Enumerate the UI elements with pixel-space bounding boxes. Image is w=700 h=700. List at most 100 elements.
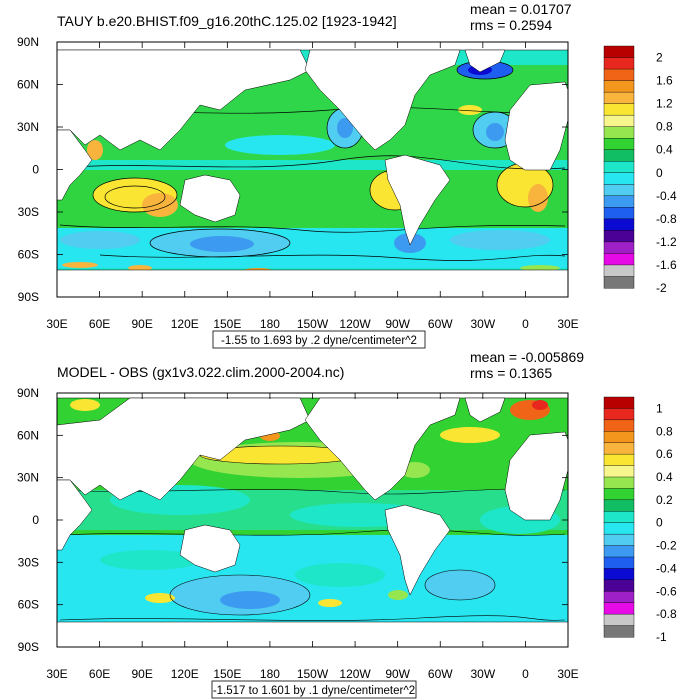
colorbar-swatch <box>603 522 635 535</box>
y-tick-label: 60N <box>17 78 39 92</box>
y-tick-label: 60S <box>18 248 39 262</box>
colorbar-label: 0.8 <box>656 120 673 134</box>
colorbar-swatch <box>603 556 635 569</box>
colorbar-label: -0.2 <box>656 539 677 553</box>
colorbar-swatch <box>603 591 635 604</box>
colorbar-swatch <box>603 499 635 512</box>
colorbar-label: 0 <box>656 516 663 530</box>
colorbar-swatch <box>603 137 635 151</box>
panel-2: MODEL - OBS (gx1v3.022.clim.2000-2004.nc… <box>17 349 677 699</box>
x-tick-label: 120E <box>171 667 199 681</box>
colorbar-swatch <box>603 465 635 478</box>
x-tick-label: 60E <box>89 667 110 681</box>
x-tick-label: 120W <box>339 667 371 681</box>
panel-2-y-axis: 90N 60N 30N 0 30S 60S 90S <box>17 386 568 654</box>
x-tick-label: 0 <box>522 317 529 331</box>
colorbar-label: 0.6 <box>656 447 673 461</box>
panel-2-x-axis: 30E 60E 90E 120E 150E 180 150W 120W 90W 60W 30W 0 30… <box>46 393 579 681</box>
x-tick-label: 30E <box>46 667 67 681</box>
colorbar-swatch <box>603 276 635 289</box>
panel-1-map <box>57 42 568 297</box>
colorbar-label: -2 <box>656 281 667 295</box>
y-tick-label: 0 <box>32 513 39 527</box>
colorbar-label: 1.6 <box>656 74 673 88</box>
colorbar-swatch <box>603 68 635 82</box>
colorbar-label: -0.6 <box>656 584 677 598</box>
colorbar-swatch <box>603 476 635 489</box>
panel-2-contour-note: -1.517 to 1.601 by .1 dyne/centimeter^2 <box>213 685 415 697</box>
colorbar-swatch <box>603 442 635 455</box>
colorbar-swatch <box>603 218 635 231</box>
colorbar-swatch <box>603 161 635 174</box>
panel-1-x-axis: 30E 60E 90E 120E 150E 180 150W 120W 90W 60W 30W 0 30… <box>46 42 579 331</box>
panel-1-title: TAUY b.e20.BHIST.f09_g16.20thC.125.02 [1… <box>57 13 397 29</box>
colorbar-label: 0.8 <box>656 424 673 438</box>
y-tick-label: 90N <box>17 35 39 49</box>
y-tick-label: 30S <box>18 205 39 219</box>
colorbar-swatch <box>603 431 635 444</box>
colorbar-label: -0.4 <box>656 189 677 203</box>
panel-1-mean: mean = 0.01707 <box>470 1 572 17</box>
colorbar-swatch <box>603 568 635 581</box>
colorbar-swatch <box>603 579 635 592</box>
colorbar-swatch <box>603 419 635 432</box>
y-tick-label: 30N <box>17 471 39 485</box>
colorbar-swatch <box>603 613 635 627</box>
x-tick-label: 90E <box>131 667 152 681</box>
colorbar-label: 1 <box>656 401 663 415</box>
colorbar-swatch <box>603 511 635 524</box>
colorbar-swatch <box>603 264 635 277</box>
colorbar-swatch <box>603 207 635 220</box>
x-tick-label: 30W <box>470 667 495 681</box>
panel-2-map <box>57 393 568 647</box>
panel-2-rms: rms = 0.1365 <box>470 365 552 381</box>
x-tick-label: 60W <box>428 317 453 331</box>
colorbar-swatch <box>603 241 635 254</box>
colorbar-label: 0.2 <box>656 493 673 507</box>
colorbar-label: 1.2 <box>656 97 673 111</box>
x-tick-label: 180 <box>260 317 280 331</box>
colorbar-swatch <box>603 396 635 409</box>
y-tick-label: 90S <box>18 290 39 304</box>
x-tick-label: 120W <box>339 317 371 331</box>
colorbar-swatch <box>603 149 635 162</box>
colorbar-swatch <box>603 533 635 547</box>
panel-1-note-box <box>212 330 426 349</box>
colorbar-label: -1 <box>656 630 667 644</box>
x-tick-label: 60W <box>428 667 453 681</box>
panel-1-contour-note: -1.55 to 1.693 by .2 dyne/centimeter^2 <box>221 335 417 347</box>
colorbar-label: 0.4 <box>656 470 673 484</box>
panel-1-rms: rms = 0.2594 <box>470 17 552 33</box>
x-tick-label: 150W <box>297 317 329 331</box>
x-tick-label: 30W <box>470 317 495 331</box>
panel-2-mean: mean = -0.005869 <box>470 349 584 365</box>
colorbar-swatch <box>603 602 635 615</box>
colorbar-swatch <box>603 625 635 638</box>
colorbar-swatch <box>603 126 635 139</box>
panel-2-continents <box>57 393 568 647</box>
y-tick-label: 60N <box>17 428 39 442</box>
colorbar-swatch <box>603 453 635 467</box>
colorbar-swatch <box>603 91 635 105</box>
panel-2-colorbar: 1 0.8 0.6 0.4 0.2 0 -0.2 -0.4 -0.6 -0.8 -1 <box>603 396 677 644</box>
x-tick-label: 120E <box>171 317 199 331</box>
colorbar-swatch <box>603 103 635 116</box>
y-tick-label: 30N <box>17 120 39 134</box>
y-tick-label: 30S <box>18 555 39 569</box>
x-tick-label: 150E <box>213 667 241 681</box>
colorbar-swatch <box>603 172 635 185</box>
x-tick-label: 30E <box>557 667 578 681</box>
colorbar-swatch <box>603 45 635 59</box>
panel-1-continents <box>57 42 568 297</box>
colorbar-label: -0.4 <box>656 561 677 575</box>
x-tick-label: 150E <box>213 317 241 331</box>
panel-1: TAUY b.e20.BHIST.f09_g16.20thC.125.02 [1… <box>17 1 677 349</box>
x-tick-label: 90W <box>385 667 410 681</box>
colorbar-label: 0 <box>656 166 663 180</box>
colorbar-swatch <box>603 57 635 70</box>
colorbar-swatch <box>603 253 635 266</box>
colorbar-label: 2 <box>656 51 663 65</box>
x-tick-label: 60E <box>89 317 110 331</box>
x-tick-label: 30E <box>557 317 578 331</box>
